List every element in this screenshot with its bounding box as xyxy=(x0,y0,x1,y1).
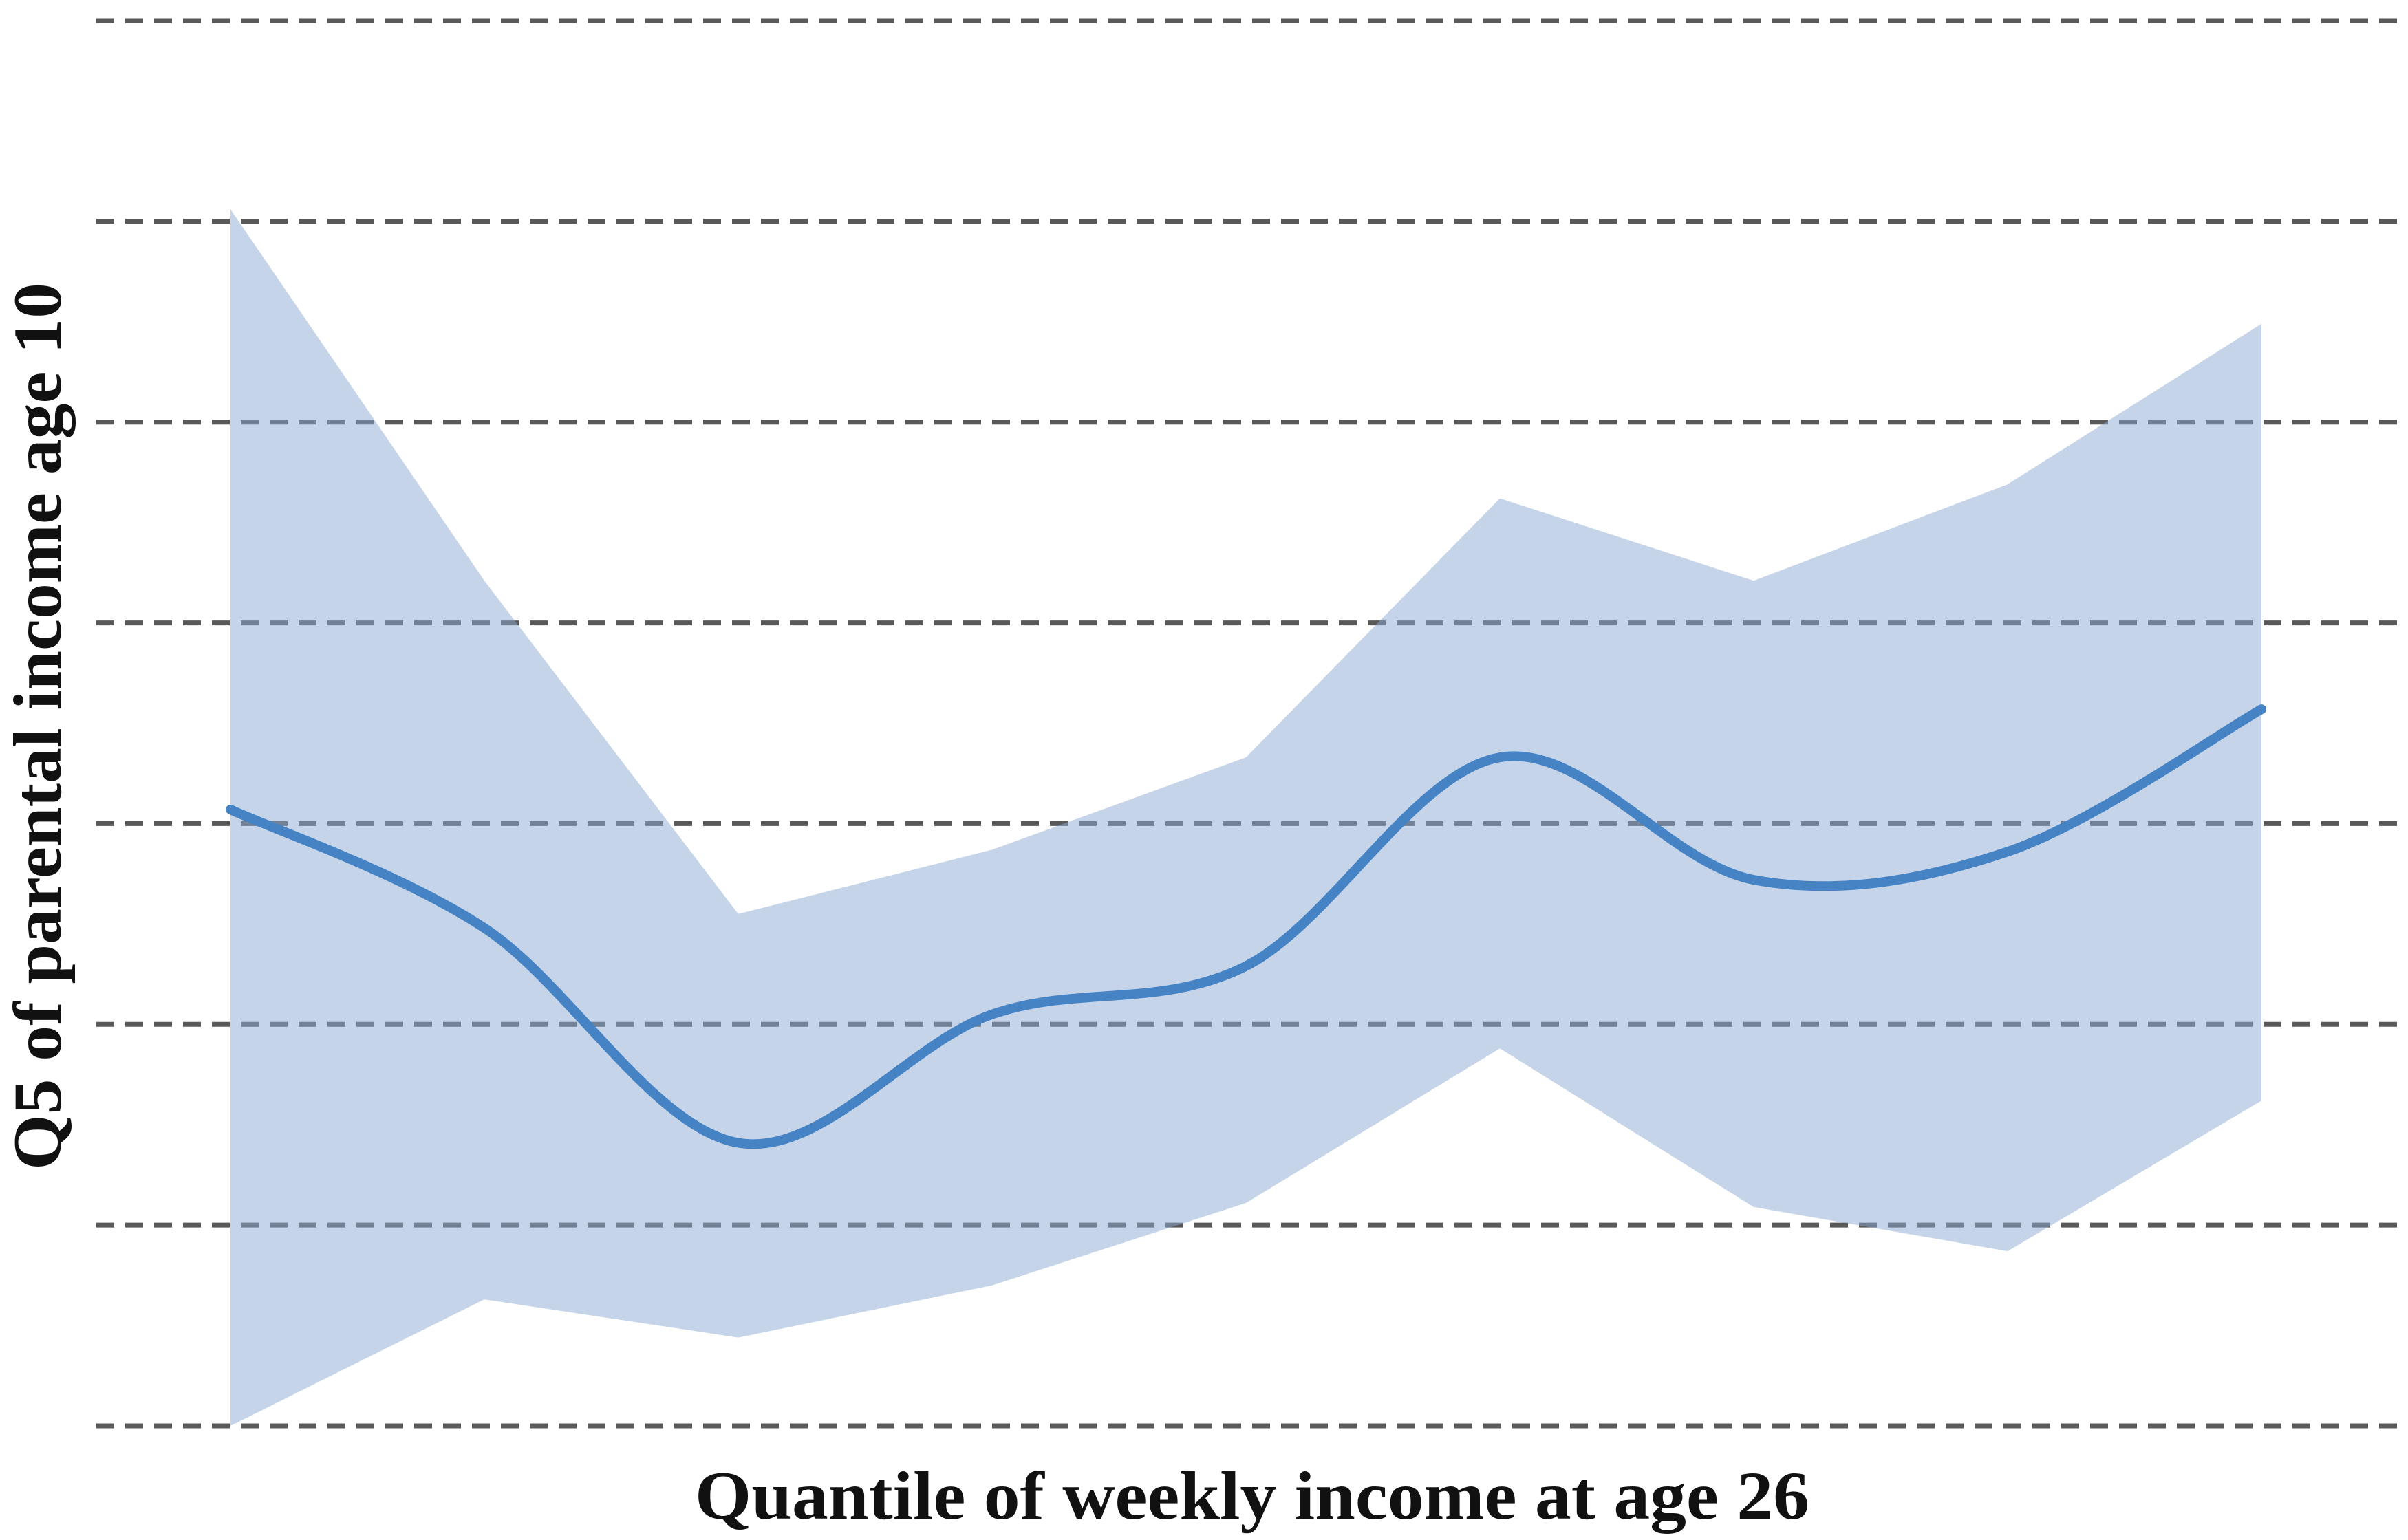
confidence-band xyxy=(230,209,2261,1426)
x-axis-label: Quantile of weekly income at age 26 xyxy=(695,1457,1809,1534)
trend-line xyxy=(226,704,2266,1149)
y-axis-label: Q5 of parental income age 10 xyxy=(0,283,76,1170)
